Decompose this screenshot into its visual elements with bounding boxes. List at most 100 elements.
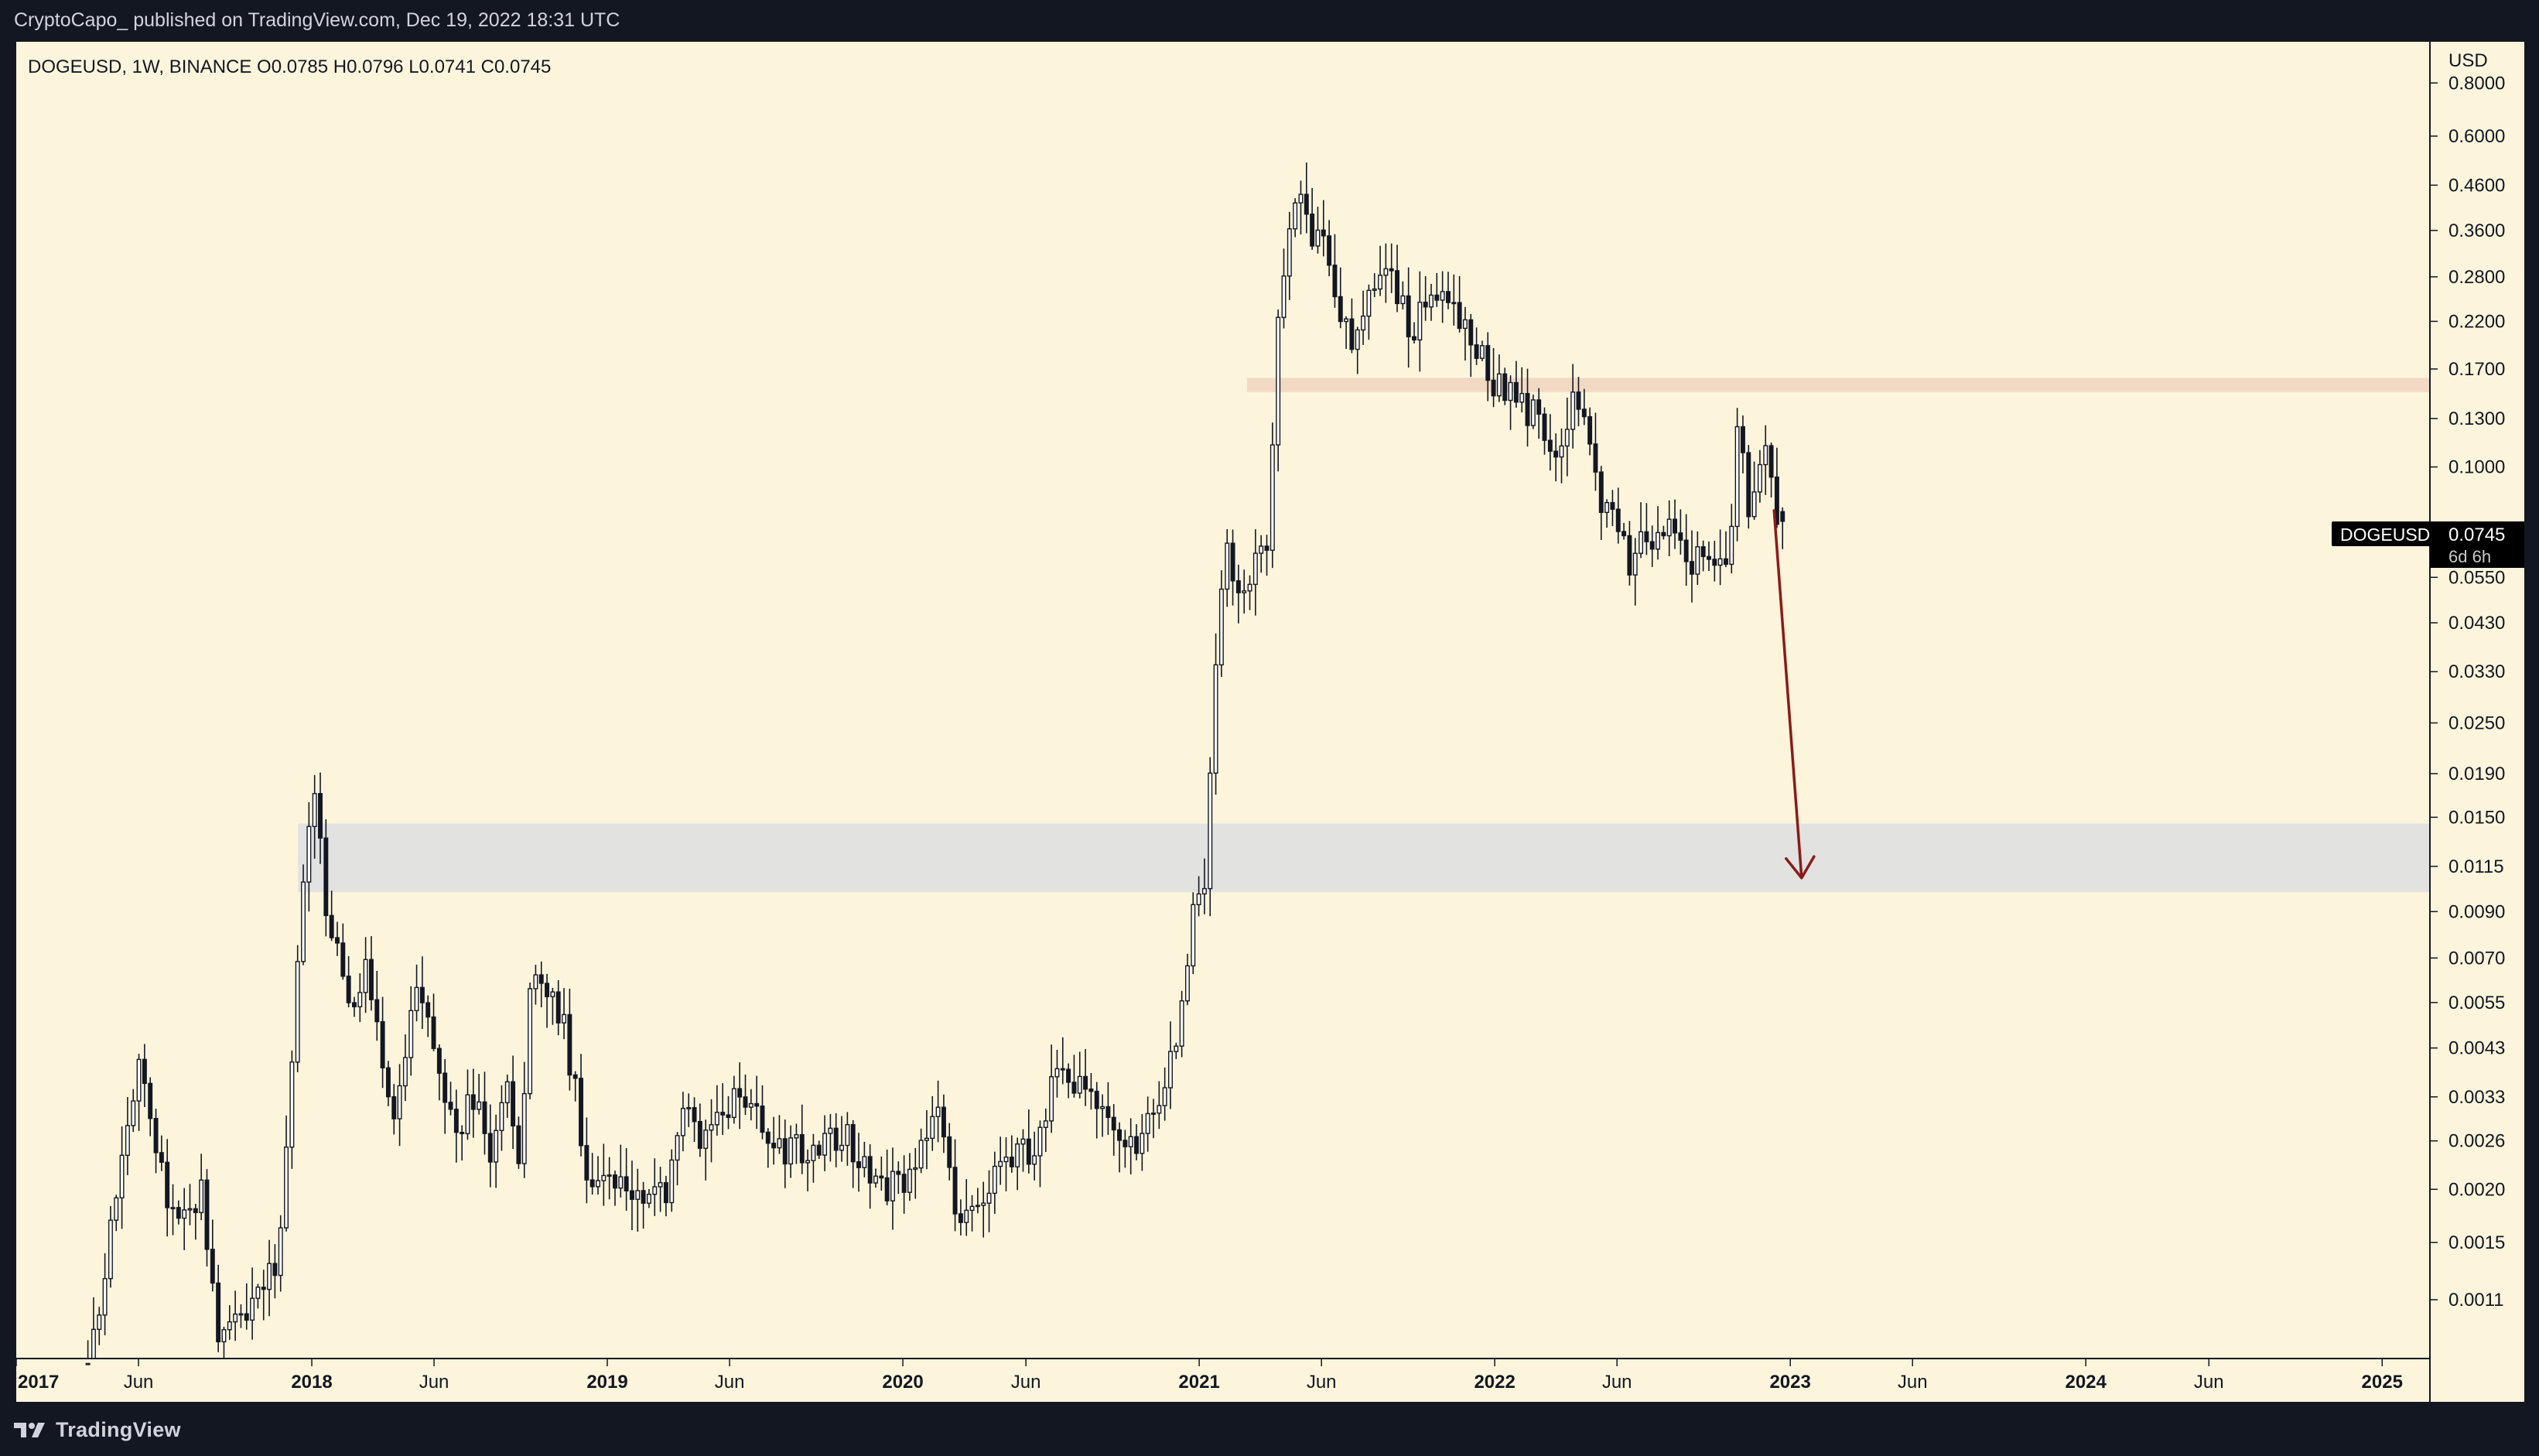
candle <box>1485 332 1491 402</box>
candle <box>1184 953 1190 1006</box>
year-tick-label: 2017 <box>18 1372 59 1393</box>
candle <box>295 945 300 1072</box>
candle-body <box>1496 373 1502 397</box>
price-chart[interactable]: USD 0.8000 0.6000 0.4600 0.3600 0.2800 0.2200… <box>16 42 2524 1402</box>
candle <box>986 1170 992 1232</box>
candle <box>1191 892 1196 974</box>
last-price-label: DOGEUSD 0.0745 6d 6h <box>2332 521 2524 568</box>
candle <box>1094 1082 1099 1139</box>
candle <box>1423 275 1428 321</box>
candle-body <box>1598 471 1604 514</box>
candle-body <box>238 1313 244 1316</box>
candle <box>199 1154 204 1221</box>
candle <box>267 1239 272 1317</box>
candle-body <box>204 1179 210 1250</box>
publisher-bar: CryptoCapo_ published on TradingView.com… <box>0 0 2539 42</box>
candle <box>579 1054 583 1157</box>
candle <box>680 1092 685 1152</box>
candle <box>907 1153 912 1201</box>
candle <box>1298 180 1304 234</box>
candle <box>374 970 380 1041</box>
candle-body <box>170 1207 176 1210</box>
candle <box>1315 207 1321 254</box>
candle <box>1598 466 1604 540</box>
candle-body <box>1513 381 1519 403</box>
candle-body <box>329 914 334 938</box>
candle <box>799 1104 805 1174</box>
candle-body <box>652 1186 658 1195</box>
candle <box>227 1305 232 1340</box>
candle-body <box>119 1154 125 1198</box>
candle <box>555 980 561 1036</box>
candle <box>1723 531 1728 568</box>
candle-body <box>884 1177 890 1201</box>
candle-body <box>555 991 561 1024</box>
month-tick-label: Jun <box>124 1372 154 1393</box>
candle <box>884 1149 890 1205</box>
candle <box>1235 564 1241 624</box>
candle-body <box>340 942 346 977</box>
candle-body <box>1032 1155 1037 1165</box>
price-tick-label: 0.0020 <box>2448 1179 2505 1200</box>
candle-body <box>618 1176 624 1189</box>
candle-body <box>250 1297 255 1321</box>
chart-panel[interactable]: USD 0.8000 0.6000 0.4600 0.3600 0.2800 0.2200… <box>16 42 2524 1402</box>
candle-body <box>1468 319 1474 346</box>
candle <box>385 1061 391 1106</box>
candle-body <box>125 1125 130 1156</box>
month-tick-label: Jun <box>419 1372 449 1393</box>
candle-body <box>193 1208 198 1214</box>
year-tick-label: 2021 <box>1178 1372 1219 1393</box>
candle <box>436 1044 442 1101</box>
candle-body <box>318 793 323 839</box>
candle-body <box>465 1094 470 1135</box>
candle <box>1213 633 1218 795</box>
candle-body <box>1570 391 1576 430</box>
projection-arrow-layer <box>1772 509 1816 880</box>
candle <box>278 1215 283 1292</box>
candle-body <box>1417 301 1423 341</box>
candle-body <box>1259 545 1264 554</box>
candle-body <box>1615 508 1621 532</box>
candle-body <box>533 974 538 989</box>
candle-body <box>1225 542 1230 590</box>
candle-body <box>1485 345 1491 381</box>
candle-body <box>1054 1068 1060 1078</box>
candle <box>816 1140 822 1160</box>
year-tick-label: 2018 <box>291 1372 332 1393</box>
candle <box>589 1153 595 1195</box>
year-tick-label: 2024 <box>2065 1372 2107 1393</box>
candle-body <box>323 837 329 917</box>
candle <box>1717 529 1723 586</box>
candle-body <box>284 1147 289 1229</box>
candle-body <box>1094 1090 1099 1109</box>
candle-body <box>572 1074 578 1079</box>
candle-body <box>1763 445 1768 466</box>
candle-body <box>1400 295 1406 305</box>
price-tick-label: 0.0550 <box>2448 567 2505 588</box>
candle-body <box>102 1278 108 1316</box>
candle-body <box>1145 1113 1150 1134</box>
candle <box>346 955 351 1008</box>
candle-body <box>494 1130 499 1163</box>
candle-body <box>408 1010 414 1058</box>
candle <box>1117 1122 1123 1173</box>
candle-body <box>760 1105 765 1133</box>
candle-body <box>255 1287 261 1299</box>
candle <box>992 1151 997 1214</box>
candle <box>1281 248 1287 329</box>
candle-body <box>1015 1143 1020 1167</box>
candle <box>1632 538 1638 606</box>
candle-body <box>828 1127 833 1134</box>
tradingview-logo[interactable]: TradingView <box>14 1417 181 1443</box>
candle-body <box>1673 518 1677 534</box>
candle <box>720 1083 726 1136</box>
candle <box>726 1095 731 1130</box>
candle-body <box>782 1138 788 1165</box>
candle-body <box>1349 318 1355 350</box>
candle <box>1383 243 1389 303</box>
candle-body <box>357 992 363 1007</box>
candle-body <box>1547 439 1553 452</box>
candle-body <box>811 1144 816 1161</box>
candle <box>1060 1037 1065 1085</box>
